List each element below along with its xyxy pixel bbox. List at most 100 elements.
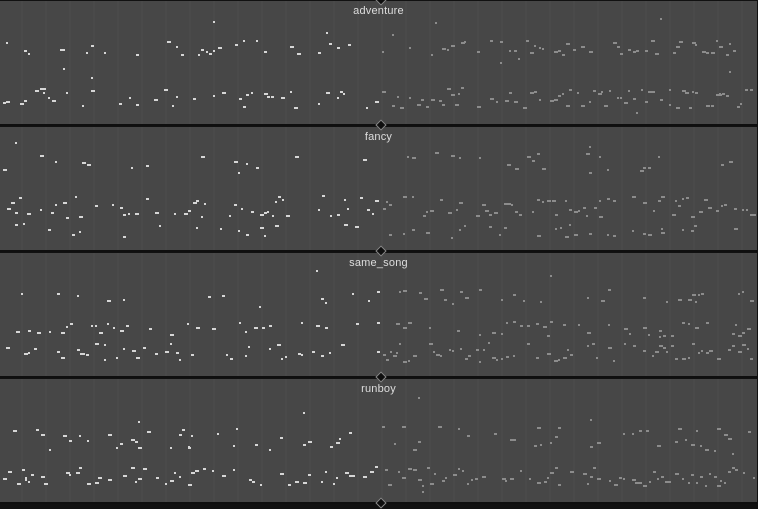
- generated-note: [479, 361, 481, 363]
- generated-note: [563, 357, 567, 359]
- generated-note: [617, 46, 620, 48]
- generated-note: [613, 200, 616, 202]
- generated-note: [389, 234, 392, 236]
- generated-note: [397, 96, 399, 98]
- played-note: [339, 438, 341, 440]
- played-note: [138, 421, 140, 423]
- played-note: [246, 163, 248, 165]
- generated-note: [442, 104, 445, 106]
- generated-note: [479, 157, 481, 159]
- piano-roll-panel-runboy[interactable]: runboy: [0, 379, 757, 502]
- played-note: [330, 215, 332, 217]
- played-note: [256, 167, 259, 169]
- piano-roll-panel-fancy[interactable]: fancy: [0, 127, 757, 250]
- played-note: [301, 354, 303, 356]
- played-note: [146, 198, 149, 200]
- generated-note: [577, 92, 579, 94]
- generated-note: [661, 196, 665, 198]
- generated-note: [633, 51, 636, 53]
- played-note: [241, 208, 243, 210]
- generated-note: [688, 299, 692, 301]
- generated-note: [442, 48, 446, 50]
- played-note: [87, 440, 89, 442]
- played-note: [348, 44, 351, 46]
- generated-note: [750, 358, 753, 360]
- generated-note: [494, 433, 497, 435]
- generated-note: [570, 354, 573, 356]
- generated-note: [623, 433, 625, 435]
- generated-note: [550, 472, 554, 474]
- generated-note: [663, 335, 666, 337]
- generated-note: [643, 233, 646, 235]
- played-note: [337, 214, 340, 216]
- generated-note: [539, 47, 541, 49]
- generated-note: [665, 481, 669, 483]
- played-note: [321, 298, 324, 300]
- played-note: [170, 343, 172, 345]
- played-note: [179, 434, 182, 436]
- generated-note: [624, 102, 628, 104]
- generated-note: [445, 477, 447, 479]
- played-note: [176, 46, 178, 48]
- generated-note: [418, 441, 421, 443]
- played-note: [143, 347, 146, 349]
- played-note: [75, 196, 77, 198]
- generated-note: [726, 54, 729, 56]
- played-note: [82, 162, 86, 164]
- generated-note: [476, 215, 480, 217]
- generated-note: [609, 480, 611, 482]
- generated-note: [682, 358, 686, 360]
- generated-note: [745, 89, 748, 91]
- played-note: [297, 53, 301, 55]
- played-note: [155, 212, 159, 214]
- played-note: [281, 97, 285, 99]
- generated-note: [661, 476, 664, 478]
- played-note: [91, 45, 94, 47]
- generated-note: [435, 152, 439, 154]
- played-note: [57, 351, 60, 353]
- played-note: [329, 43, 332, 45]
- played-note: [19, 197, 22, 199]
- generated-note: [596, 357, 598, 359]
- generated-note: [461, 87, 464, 89]
- generated-note: [742, 291, 744, 293]
- generated-note: [728, 438, 732, 440]
- played-note: [193, 202, 197, 204]
- generated-note: [706, 105, 710, 107]
- generated-note: [490, 98, 494, 100]
- played-note: [143, 468, 147, 470]
- generated-note: [657, 445, 661, 447]
- generated-note: [689, 107, 692, 109]
- played-note: [329, 352, 331, 354]
- played-note: [113, 327, 115, 329]
- generated-note: [492, 357, 496, 359]
- generated-note: [482, 476, 486, 478]
- generated-note: [399, 291, 401, 293]
- generated-note: [439, 100, 442, 102]
- generated-note: [458, 428, 460, 430]
- played-note: [136, 357, 140, 359]
- generated-note: [540, 301, 542, 303]
- piano-roll-panel-adventure[interactable]: adventure: [0, 1, 757, 124]
- generated-note: [460, 348, 462, 350]
- generated-note: [740, 103, 742, 105]
- generated-note: [514, 50, 517, 52]
- generated-note: [418, 479, 422, 481]
- generated-note: [412, 229, 415, 231]
- played-note: [245, 331, 247, 333]
- generated-note: [518, 58, 520, 60]
- piano-roll-panel-same-song[interactable]: same_song: [0, 253, 757, 376]
- played-note: [15, 212, 18, 214]
- played-note: [27, 213, 31, 215]
- generated-note: [565, 236, 569, 238]
- played-note: [295, 481, 299, 483]
- generated-note: [527, 325, 530, 327]
- played-note: [15, 142, 17, 144]
- generated-note: [566, 43, 570, 45]
- played-note: [254, 327, 258, 329]
- played-note: [264, 93, 268, 95]
- played-note: [176, 352, 179, 354]
- played-note: [318, 52, 321, 54]
- generated-note: [418, 397, 420, 399]
- generated-note: [558, 359, 560, 361]
